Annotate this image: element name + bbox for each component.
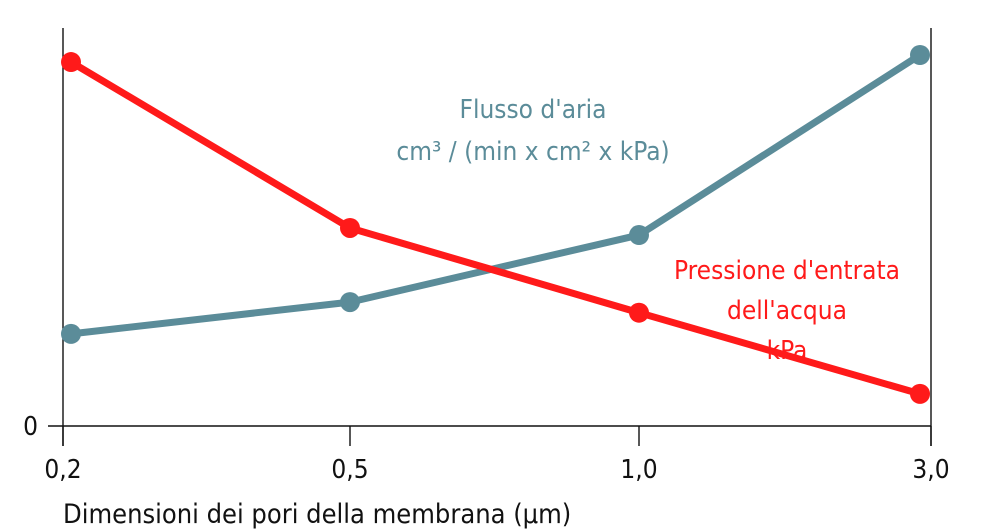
series-layer <box>61 45 930 404</box>
series-label-line: kPa <box>767 336 808 366</box>
x-axis-title: Dimensioni dei pori della membrana (µm) <box>63 499 571 530</box>
x-tick-group: 0,2 0,5 1,0 3,0 <box>44 426 950 485</box>
data-point <box>629 225 649 246</box>
series-group <box>61 52 930 404</box>
data-point <box>910 45 930 65</box>
series-label-group: Flusso d'aria cm³ / (min x cm² x kPa) Pres… <box>396 95 900 366</box>
data-point <box>61 52 81 73</box>
x-tick-label: 3,0 <box>912 455 949 485</box>
series-label-line: cm³ / (min x cm² x kPa) <box>396 137 669 167</box>
data-point <box>629 302 649 323</box>
data-point <box>340 292 360 313</box>
data-point <box>340 217 360 238</box>
series-line <box>67 58 924 398</box>
x-tick-label: 0,5 <box>331 455 368 485</box>
y-tick-group: 0 <box>23 412 38 442</box>
x-tick-label: 0,2 <box>44 455 81 485</box>
x-tick-label: 1,0 <box>620 455 657 485</box>
y-tick-label: 0 <box>23 412 38 442</box>
series-label-line: Flusso d'aria <box>460 95 607 125</box>
series-label-line: dell'acqua <box>727 296 847 326</box>
data-point <box>910 383 930 404</box>
data-point <box>61 323 81 344</box>
series-label-line: Pressione d'entrata <box>674 256 900 286</box>
